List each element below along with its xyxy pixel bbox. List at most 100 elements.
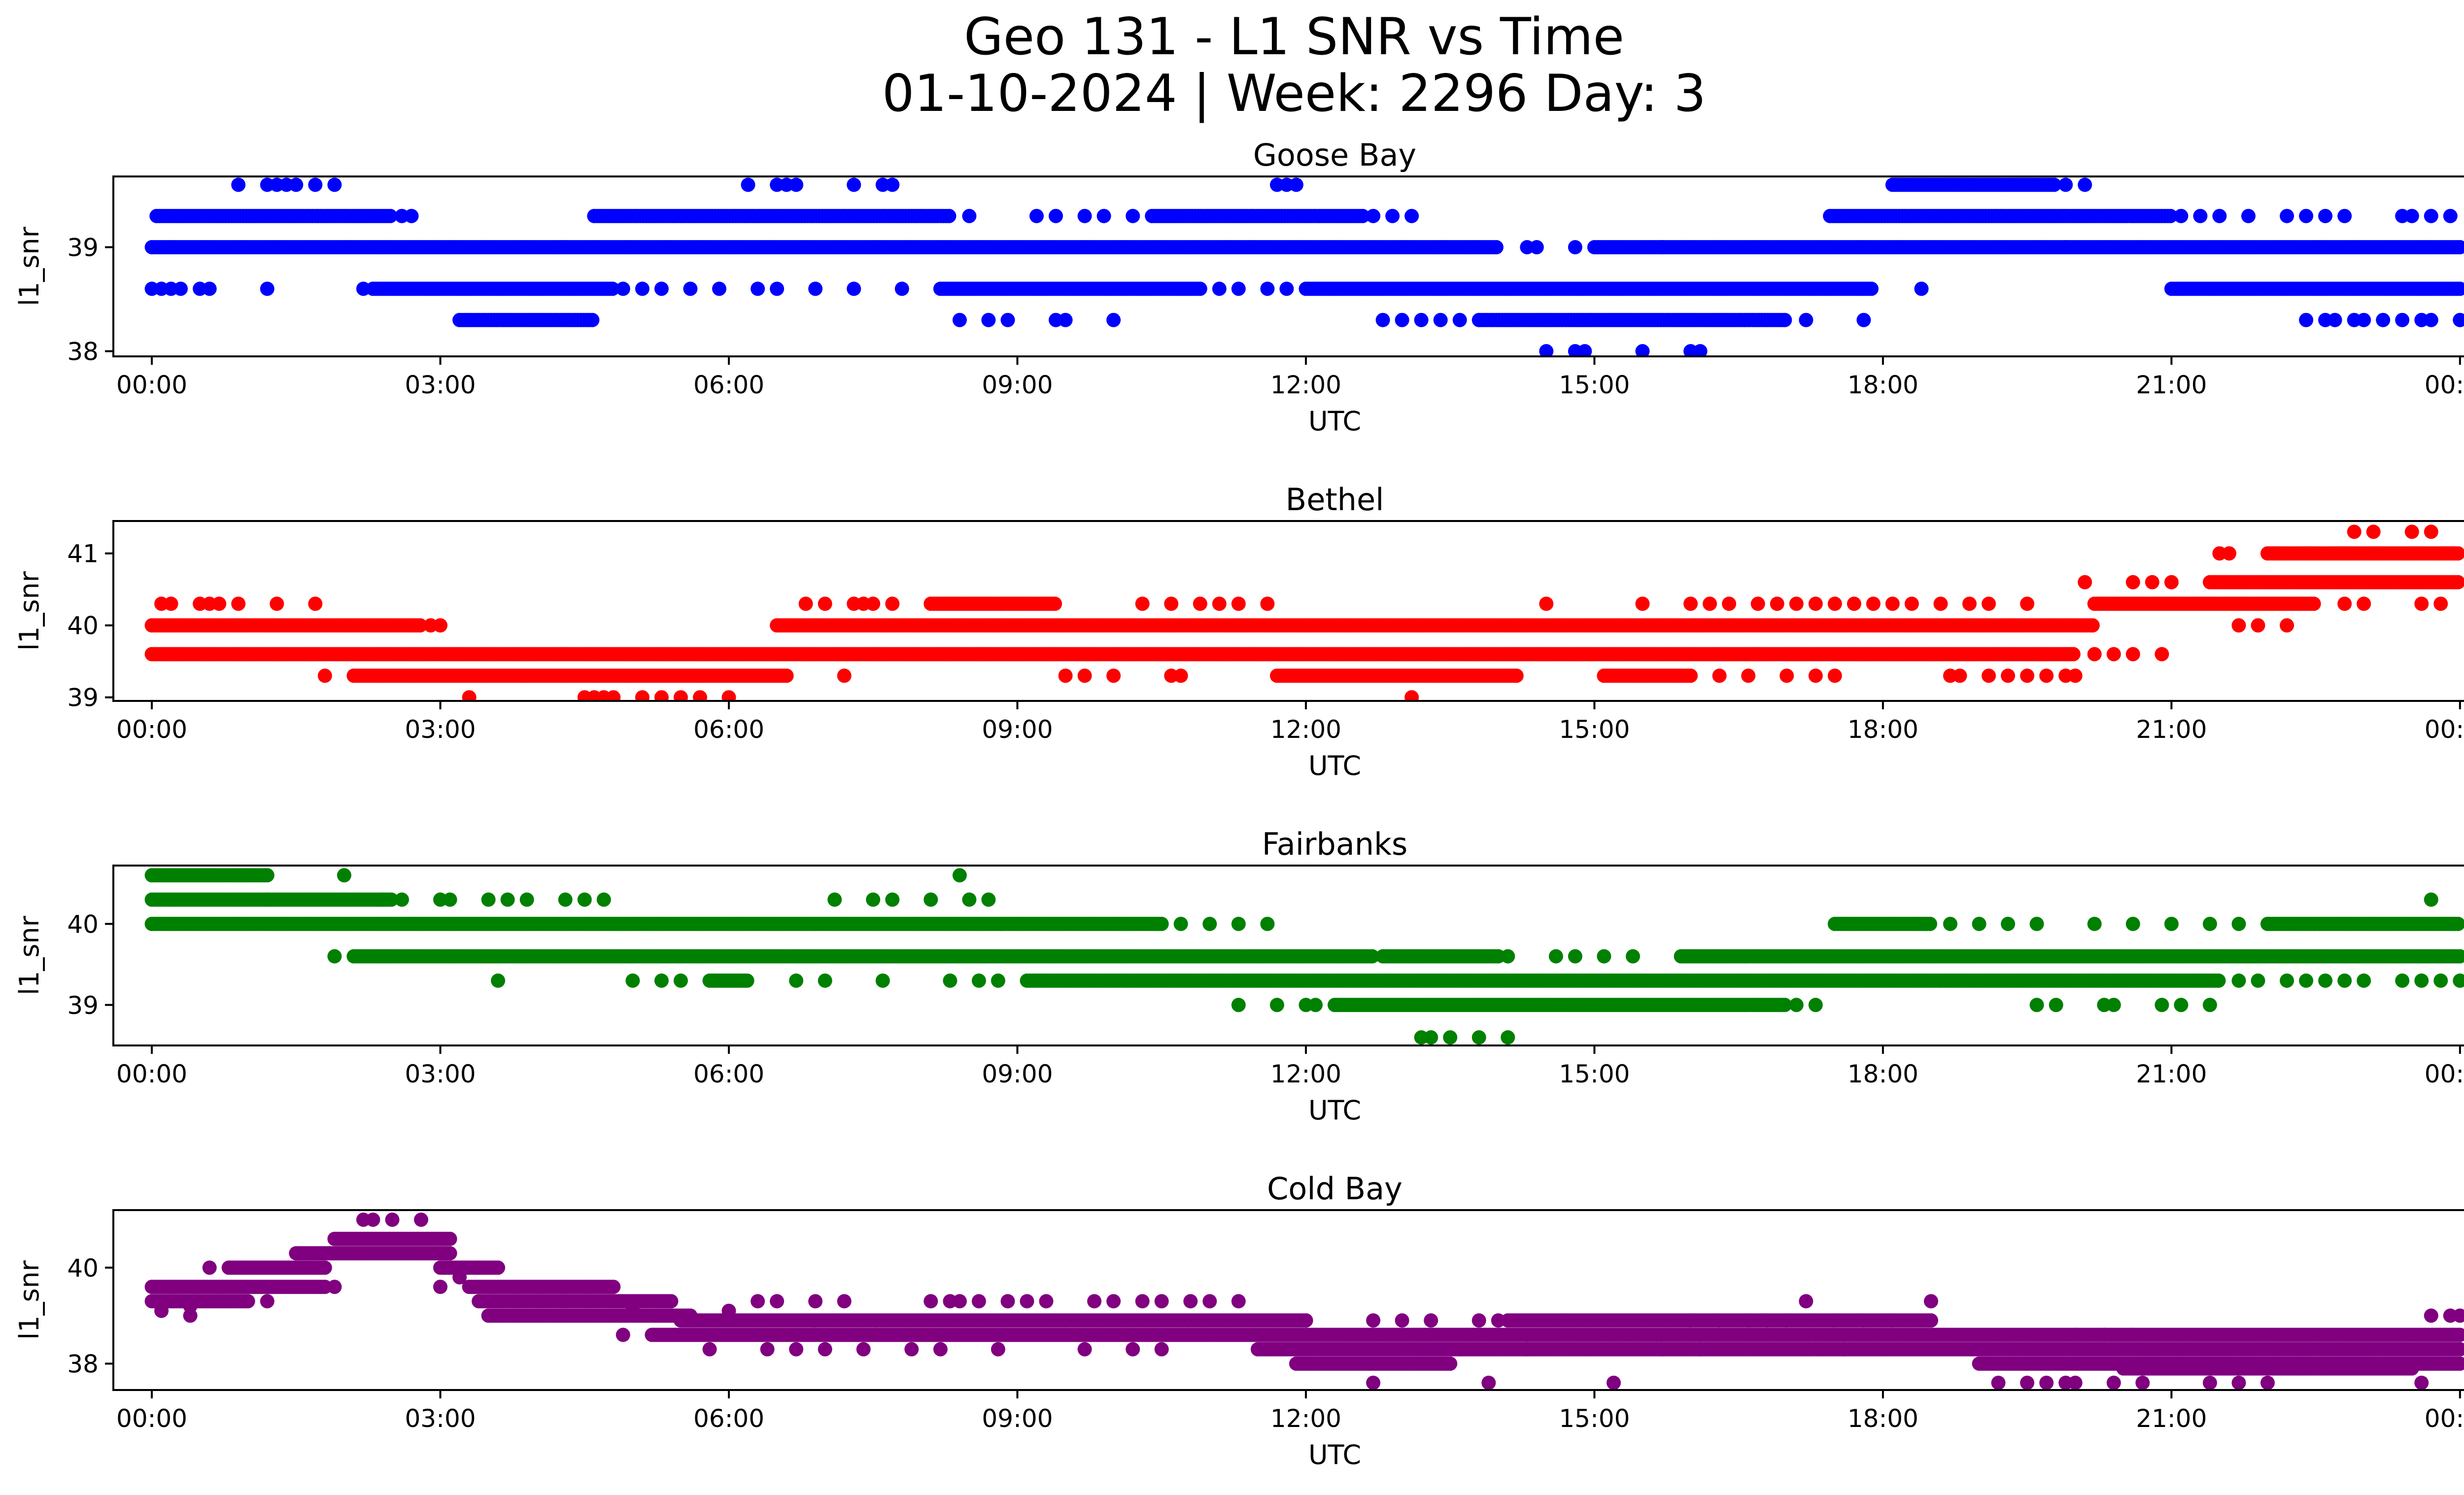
data-point [616,281,630,296]
data-point [2085,618,2100,633]
data-point [2376,313,2391,327]
data-point [1568,240,1582,254]
x-tick-label: 15:00 [1559,371,1630,399]
data-point [1164,596,1179,611]
data-points [144,177,2464,356]
data-point [2145,575,2159,590]
data-point [2066,647,2081,661]
data-point [1808,668,1823,683]
data-point [1077,668,1092,683]
data-point [1193,281,1207,296]
data-point [2366,524,2381,539]
data-point [2039,668,2054,683]
data-point [837,668,852,683]
x-tick-label: 03:00 [405,715,476,744]
data-point [2327,313,2342,327]
data-point [952,313,967,327]
data-point [1058,313,1073,327]
y-axis-label: l1_snr [14,226,45,306]
x-tick-label: 00:00 [2425,371,2464,399]
x-tick-label: 09:00 [982,371,1053,399]
data-point [1279,281,1294,296]
data-point [1509,668,1524,683]
x-tick-label: 09:00 [982,715,1053,744]
data-point [383,209,398,223]
data-point [1355,209,1370,223]
data-points [144,524,2464,701]
data-point [2299,313,2314,327]
data-point [2337,209,2352,223]
data-point [317,668,332,683]
data-point [1866,596,1881,611]
data-point [1904,596,1919,611]
data-point [2299,209,2314,223]
data-point [2125,575,2140,590]
data-point [1231,281,1246,296]
data-point [635,690,650,701]
x-axis-label: UTC [1308,406,1361,437]
data-point [1750,596,1765,611]
data-point [2453,281,2464,296]
y-tick-label: 39 [67,233,99,262]
y-tick-label: 38 [67,337,99,366]
subplot-title: Bethel [1286,482,1384,518]
data-point [789,177,804,192]
data-point [433,618,447,633]
data-point [606,690,621,701]
data-point [585,313,600,327]
data-point [1982,668,1996,683]
data-point [2453,240,2464,254]
data-point [1654,240,1669,254]
data-point [2078,575,2092,590]
data-point [1077,209,1092,223]
data-point [1799,313,1814,327]
data-point [2451,546,2464,561]
data-point [1827,668,1842,683]
data-point [1778,313,1792,327]
data-point [1923,916,1937,931]
data-point [2241,209,2256,223]
data-point [1365,949,1380,964]
data-point [779,668,794,683]
data-point [2451,916,2464,931]
data-point [356,281,371,296]
data-point [1106,668,1121,683]
data-point [1489,240,1504,254]
data-point [1385,209,1400,223]
data-point [2001,668,2016,683]
data-point [2306,596,2321,611]
data-point [1173,668,1188,683]
data-point [751,281,765,296]
data-point [1933,596,1948,611]
data-point [308,596,323,611]
data-point [847,177,861,192]
data-point [1433,313,1448,327]
data-point [2424,209,2438,223]
data-point [866,596,881,611]
data-point [2337,596,2352,611]
figure-title-line-1: Geo 131 - L1 SNR vs Time [964,7,1624,67]
data-point [2280,618,2294,633]
data-point [1154,916,1169,931]
x-tick-label: 06:00 [693,371,764,399]
data-point [2357,596,2371,611]
data-point [1048,596,1062,611]
data-point [2106,647,2121,661]
x-tick-label: 06:00 [693,715,764,744]
data-point [741,177,755,192]
y-tick-label: 40 [67,612,99,640]
data-point [2404,209,2419,223]
data-point [1096,209,1111,223]
data-point [270,596,284,611]
data-point [1000,313,1015,327]
data-point [2424,524,2438,539]
data-point [1789,596,1804,611]
data-point [2020,668,2035,683]
data-point [1366,209,1381,223]
data-point [885,596,900,611]
data-point [1106,313,1121,327]
data-point [327,177,342,192]
data-point [1539,344,1554,356]
